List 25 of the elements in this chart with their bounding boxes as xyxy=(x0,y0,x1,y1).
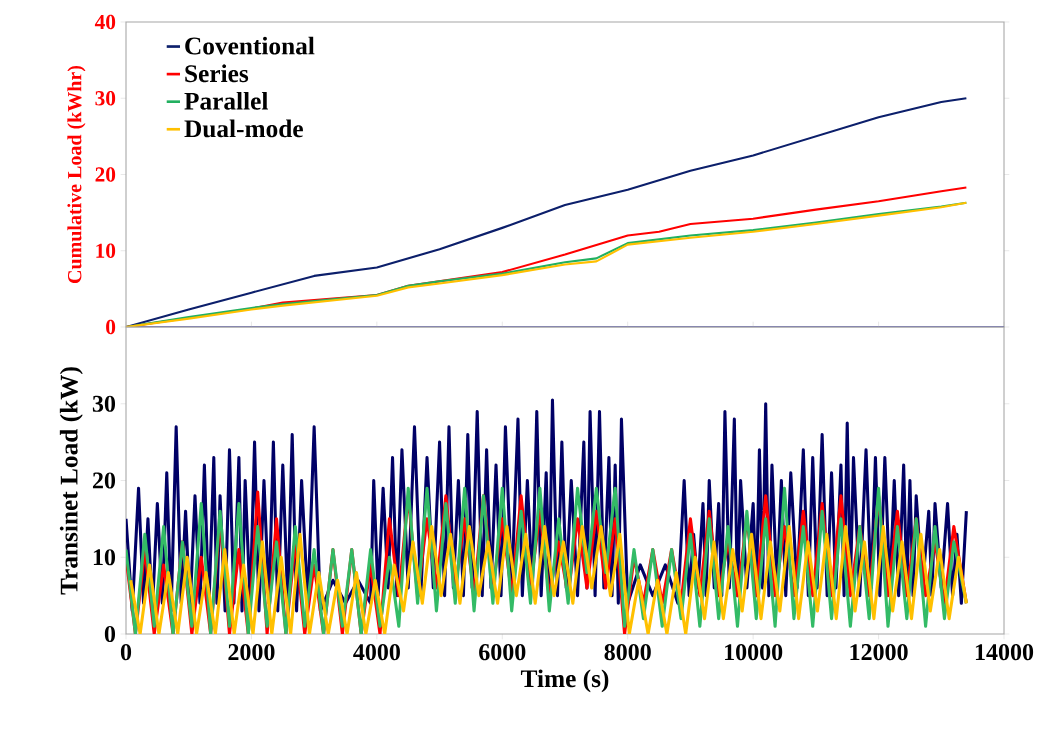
legend-label: Coventional xyxy=(185,36,315,55)
legend-label: Parallel xyxy=(184,91,268,110)
y-axis-title: Cumulative Load (kWhr) xyxy=(67,65,86,283)
y-tick-label: 10 xyxy=(96,243,116,258)
x-tick-label: 8000 xyxy=(604,644,651,661)
y-tick-label: 20 xyxy=(95,167,116,182)
x-tick-label: 0 xyxy=(120,644,132,661)
x-tick-label: 4000 xyxy=(353,644,400,661)
x-tick-label: 12000 xyxy=(850,644,908,661)
line-series xyxy=(129,525,968,634)
legend-label: Dual-mode xyxy=(184,119,303,138)
y-tick-label: 10 xyxy=(93,549,116,566)
x-tick-label: 2000 xyxy=(228,644,275,661)
x-axis-title: Time (s) xyxy=(520,669,609,693)
y-tick-label: 30 xyxy=(95,91,116,106)
legend-label: Series xyxy=(185,64,249,83)
y-tick-label: 20 xyxy=(92,472,116,489)
x-tick-label: 14000 xyxy=(975,644,1034,661)
x-tick-label: 6000 xyxy=(479,644,526,661)
y-tick-label: 0 xyxy=(104,625,116,643)
y-tick-label: 40 xyxy=(94,14,116,30)
y-axis-title: Transinet Load (kW) xyxy=(59,367,83,595)
y-tick-label: 30 xyxy=(92,395,116,412)
x-tick-label: 10000 xyxy=(725,644,783,661)
y-tick-label: 0 xyxy=(106,319,116,335)
